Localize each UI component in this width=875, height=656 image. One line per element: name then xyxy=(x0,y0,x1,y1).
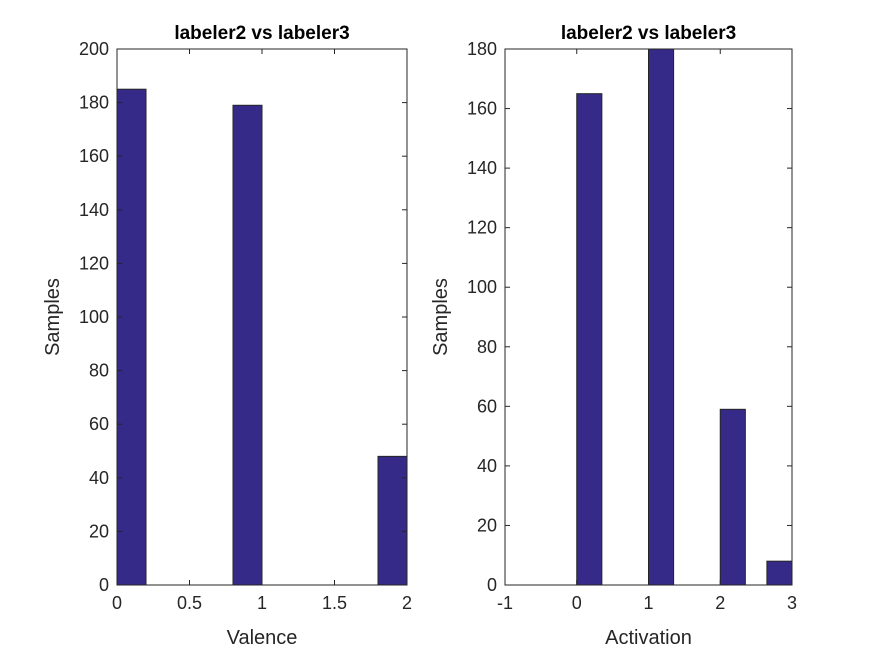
x-tick-label: -1 xyxy=(497,593,513,613)
x-tick-label: 0 xyxy=(572,593,582,613)
histogram-bar-9 xyxy=(719,408,746,586)
y-tick-label: 180 xyxy=(467,39,497,59)
chart-title: labeler2 vs labeler3 xyxy=(561,23,736,44)
x-tick-label: 0.5 xyxy=(177,593,202,613)
x-tick-label: 1 xyxy=(257,593,267,613)
x-tick-label: 3 xyxy=(787,593,797,613)
y-tick-label: 140 xyxy=(79,200,109,220)
y-axis-label: Samples xyxy=(42,278,64,356)
x-axis-label: Activation xyxy=(605,627,692,649)
x-tick-label: 2 xyxy=(402,593,412,613)
y-tick-label: 60 xyxy=(477,396,497,416)
chart-title: labeler2 vs labeler3 xyxy=(174,23,349,44)
x-tick-label: 0 xyxy=(112,593,122,613)
histogram-bar-11 xyxy=(766,560,793,586)
y-axis-label: Samples xyxy=(430,278,452,356)
histogram-bar-9 xyxy=(377,455,408,586)
y-tick-label: 20 xyxy=(477,515,497,535)
y-tick-label: 160 xyxy=(79,146,109,166)
y-tick-label: 140 xyxy=(467,158,497,178)
y-tick-label: 20 xyxy=(89,521,109,541)
x-tick-label: 1.5 xyxy=(322,593,347,613)
histogram-bar-6 xyxy=(648,48,675,586)
histogram-bar-3 xyxy=(576,93,603,586)
y-tick-label: 180 xyxy=(79,93,109,113)
y-tick-label: 80 xyxy=(477,337,497,357)
x-tick-label: 2 xyxy=(715,593,725,613)
y-tick-label: 0 xyxy=(99,575,109,595)
y-tick-label: 120 xyxy=(467,218,497,238)
x-axis-label: Valence xyxy=(227,627,298,649)
y-tick-label: 120 xyxy=(79,253,109,273)
x-tick-label: 1 xyxy=(643,593,653,613)
histogram-bar-4 xyxy=(232,104,263,586)
histogram-bar-0 xyxy=(116,88,147,586)
y-tick-label: 160 xyxy=(467,99,497,119)
y-tick-label: 80 xyxy=(89,361,109,381)
y-tick-label: 100 xyxy=(467,277,497,297)
y-tick-label: 40 xyxy=(477,456,497,476)
y-tick-label: 60 xyxy=(89,414,109,434)
y-tick-label: 200 xyxy=(79,39,109,59)
y-tick-label: 40 xyxy=(89,468,109,488)
y-tick-label: 100 xyxy=(79,307,109,327)
valence-histogram-panel: 0 20 40 60 80 100 120 140 160 180 200 0 0.5 1 1.5 2 labe… xyxy=(42,23,412,649)
y-tick-label: 0 xyxy=(487,575,497,595)
